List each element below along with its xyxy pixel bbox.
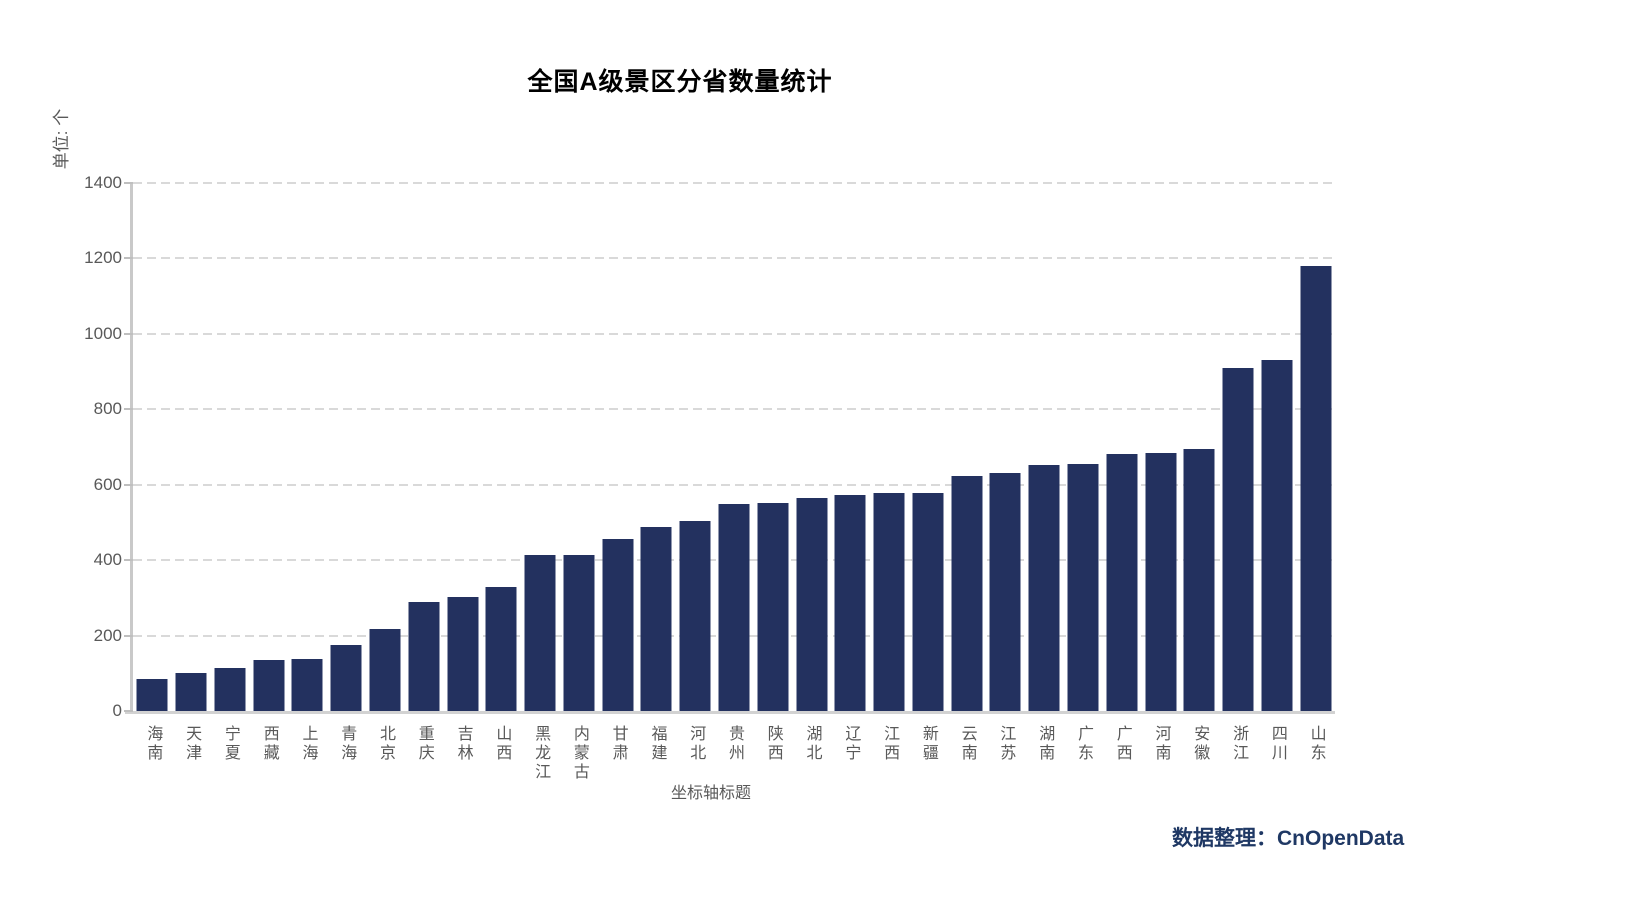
y-tick-mark-800 — [124, 408, 133, 411]
bar-湖南 — [1028, 465, 1060, 711]
bar-山东 — [1300, 265, 1332, 711]
x-label-陕西: 陕西 — [764, 725, 782, 763]
bar-辽宁 — [834, 495, 866, 711]
x-axis-line — [125, 711, 1335, 714]
bar-福建 — [640, 526, 672, 711]
bar-海南 — [136, 678, 168, 711]
y-tick-label-400: 400 — [93, 550, 122, 570]
bar-浙江 — [1222, 368, 1254, 711]
y-tick-label-1000: 1000 — [84, 323, 122, 343]
bar-青海 — [330, 645, 362, 711]
x-label-西藏: 西藏 — [260, 725, 278, 763]
bar-河北 — [679, 520, 711, 711]
bar-宁夏 — [214, 667, 246, 711]
bar-甘肃 — [602, 538, 634, 711]
x-label-重庆: 重庆 — [415, 725, 433, 763]
bar-内蒙古 — [563, 554, 595, 711]
bar-西藏 — [253, 660, 285, 711]
bar-贵州 — [718, 504, 750, 711]
x-label-内蒙古: 内蒙古 — [570, 725, 588, 782]
chart-title: 全国A级景区分省数量统计 — [527, 68, 833, 96]
x-label-浙江: 浙江 — [1230, 725, 1248, 763]
x-label-四川: 四川 — [1268, 725, 1286, 763]
x-axis-title: 坐标轴标题 — [670, 785, 751, 802]
bar-新疆 — [912, 493, 944, 711]
x-label-江西: 江西 — [881, 725, 899, 763]
x-label-青海: 青海 — [338, 725, 356, 763]
y-tick-mark-1400 — [124, 182, 133, 184]
y-tick-label-800: 800 — [93, 399, 122, 419]
bar-北京 — [369, 629, 401, 711]
bar-重庆 — [408, 601, 440, 711]
x-label-海南: 海南 — [144, 725, 162, 763]
y-tick-label-600: 600 — [93, 474, 122, 494]
gridline-600 — [133, 483, 1335, 486]
x-label-上海: 上海 — [299, 725, 317, 763]
bar-云南 — [951, 476, 983, 711]
bar-山西 — [485, 586, 517, 711]
x-label-安徽: 安徽 — [1191, 725, 1209, 763]
x-label-福建: 福建 — [648, 725, 666, 763]
x-label-新疆: 新疆 — [919, 725, 937, 763]
y-tick-label-0: 0 — [112, 701, 122, 720]
bar-天津 — [175, 673, 207, 711]
x-label-黑龙江: 黑龙江 — [532, 725, 550, 782]
x-label-甘肃: 甘肃 — [609, 725, 627, 763]
y-tick-label-200: 200 — [93, 625, 122, 645]
bar-吉林 — [447, 596, 479, 711]
x-label-山东: 山东 — [1307, 725, 1325, 763]
x-label-河北: 河北 — [687, 725, 705, 763]
y-tick-label-1200: 1200 — [84, 248, 122, 268]
y-tick-mark-400 — [124, 559, 133, 562]
y-tick-mark-0 — [124, 710, 133, 712]
bar-安徽 — [1183, 448, 1215, 711]
x-label-贵州: 贵州 — [726, 725, 743, 763]
y-axis-line — [130, 183, 133, 714]
x-label-江苏: 江苏 — [997, 725, 1015, 763]
x-label-山西: 山西 — [493, 725, 511, 763]
bar-江西 — [873, 493, 905, 711]
x-label-云南: 云南 — [958, 725, 976, 763]
gridline-1200 — [133, 257, 1335, 260]
x-label-河南: 河南 — [1152, 725, 1170, 763]
x-label-北京: 北京 — [377, 725, 395, 763]
x-label-天津: 天津 — [183, 725, 201, 763]
data-source-credit: 数据整理：CnOpenData — [1172, 827, 1405, 850]
bar-广东 — [1067, 463, 1099, 711]
x-label-宁夏: 宁夏 — [221, 725, 239, 763]
bar-河南 — [1145, 453, 1177, 711]
bar-陕西 — [757, 503, 789, 711]
y-tick-label-1400: 1400 — [84, 173, 122, 192]
bar-黑龙江 — [524, 555, 556, 711]
bar-湖北 — [796, 497, 828, 711]
y-tick-mark-600 — [124, 483, 133, 486]
gridline-1400 — [133, 182, 1335, 184]
x-axis-category-labels: 海南 天津 宁夏 西藏 上海 青海 北京 重庆 吉林 山西 黑龙江 内蒙古 甘肃 福建 河北 贵州 陕西 湖北 辽宁… — [133, 725, 1335, 795]
y-tick-mark-200 — [124, 634, 133, 637]
bar-江苏 — [989, 472, 1021, 711]
x-label-辽宁: 辽宁 — [842, 725, 860, 763]
x-label-广东: 广东 — [1074, 725, 1092, 763]
bar-上海 — [291, 658, 323, 711]
y-tick-mark-1000 — [124, 332, 133, 335]
gridline-1000 — [133, 332, 1335, 335]
y-tick-mark-1200 — [124, 257, 133, 260]
gridline-800 — [133, 408, 1335, 411]
x-label-广西: 广西 — [1113, 725, 1131, 763]
x-label-吉林: 吉林 — [454, 725, 472, 763]
bar-四川 — [1261, 359, 1293, 711]
x-label-湖北: 湖北 — [803, 725, 821, 763]
x-label-湖南: 湖南 — [1036, 725, 1054, 763]
plot-area — [125, 182, 1335, 714]
bar-广西 — [1106, 453, 1138, 711]
